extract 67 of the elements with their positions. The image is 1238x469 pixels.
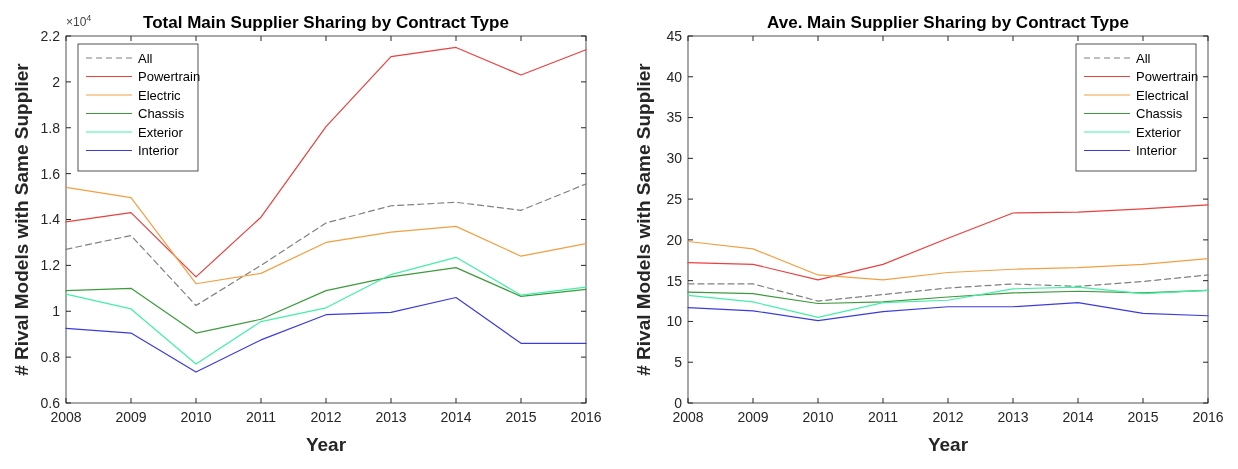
- legend-label: Interior: [138, 143, 180, 159]
- x-tick-label: 2013: [997, 409, 1029, 425]
- line-series: [687, 286, 1209, 318]
- y-axis-title: # Rival Models with Same Supplier: [633, 62, 654, 376]
- legend-label: Chassis: [1136, 106, 1183, 122]
- x-tick-label: 2015: [505, 409, 537, 425]
- text: ×10$^{4}$: [66, 13, 92, 29]
- x-tick-label: 2016: [1192, 409, 1224, 425]
- y-tick-label: 45: [666, 27, 683, 44]
- legend-label: All: [138, 50, 153, 66]
- y-tick-label: 5: [674, 354, 683, 371]
- x-tick-label: 2012: [310, 409, 342, 425]
- line-series: [65, 296, 587, 373]
- y-tick-label: 1.8: [40, 119, 61, 136]
- y-tick-label: 1.4: [40, 211, 61, 228]
- x-tick-label: 2011: [867, 409, 899, 425]
- line-series: [65, 267, 587, 334]
- x-tick-label: 2010: [802, 409, 834, 425]
- y-tick-label: 2: [52, 73, 61, 90]
- y-tick-label: 2.2: [40, 27, 61, 44]
- x-tick-label: 2014: [1062, 409, 1094, 425]
- legend-label: Exterior: [1136, 124, 1182, 140]
- legend-label: All: [1136, 50, 1151, 66]
- legend-label: Electric: [138, 87, 182, 103]
- chart-title: Total Main Supplier Sharing by Contract Type: [143, 13, 509, 32]
- x-axis-title: Year: [927, 434, 969, 455]
- line-series: [65, 186, 587, 285]
- legend-label: Interior: [1136, 143, 1178, 159]
- x-tick-label: 2012: [932, 409, 964, 425]
- y-tick-label: 25: [666, 191, 683, 208]
- legend-label: Exterior: [138, 124, 184, 140]
- y-tick-label: 1.2: [40, 257, 61, 274]
- y-tick-label: 0.6: [40, 394, 61, 411]
- y-tick-label: 1: [52, 303, 61, 320]
- line-series: [65, 256, 587, 365]
- x-tick-label: 2009: [115, 409, 147, 425]
- y-tick-label: 20: [666, 231, 683, 248]
- line-series: [65, 46, 587, 278]
- legend-label: Powertrain: [138, 69, 201, 85]
- y-tick-label: 0: [674, 394, 683, 411]
- legend-label: Chassis: [138, 106, 185, 122]
- x-tick-label: 2014: [440, 409, 472, 425]
- y-axis-title: # Rival Models with Same Supplier: [11, 62, 32, 376]
- x-axis-title: Year: [305, 434, 347, 455]
- legend-label: Electrical: [1136, 87, 1189, 103]
- x-tick-label: 2009: [737, 409, 769, 425]
- y-tick-label: 10: [666, 313, 683, 330]
- x-tick-label: 2011: [245, 409, 277, 425]
- x-tick-label: 2008: [672, 409, 704, 425]
- legend-label: Powertrain: [1136, 69, 1199, 85]
- y-tick-label: 0.8: [40, 349, 61, 366]
- line-series: [687, 204, 1209, 281]
- x-tick-label: 2008: [50, 409, 82, 425]
- x-tick-label: 2013: [375, 409, 407, 425]
- line-series: [687, 302, 1209, 322]
- y-tick-label: 30: [666, 150, 683, 167]
- x-tick-label: 2016: [570, 409, 602, 425]
- y-tick-label: 35: [666, 109, 683, 126]
- y-tick-label: 40: [666, 68, 683, 85]
- line-series: [687, 240, 1209, 281]
- y-tick-label: 15: [666, 272, 683, 289]
- chart-title: Ave. Main Supplier Sharing by Contract Type: [767, 13, 1129, 32]
- line-series: [687, 274, 1209, 302]
- line-series: [65, 183, 587, 307]
- y-tick-label: 1.6: [40, 165, 61, 182]
- x-tick-label: 2015: [1127, 409, 1159, 425]
- x-tick-label: 2010: [180, 409, 212, 425]
